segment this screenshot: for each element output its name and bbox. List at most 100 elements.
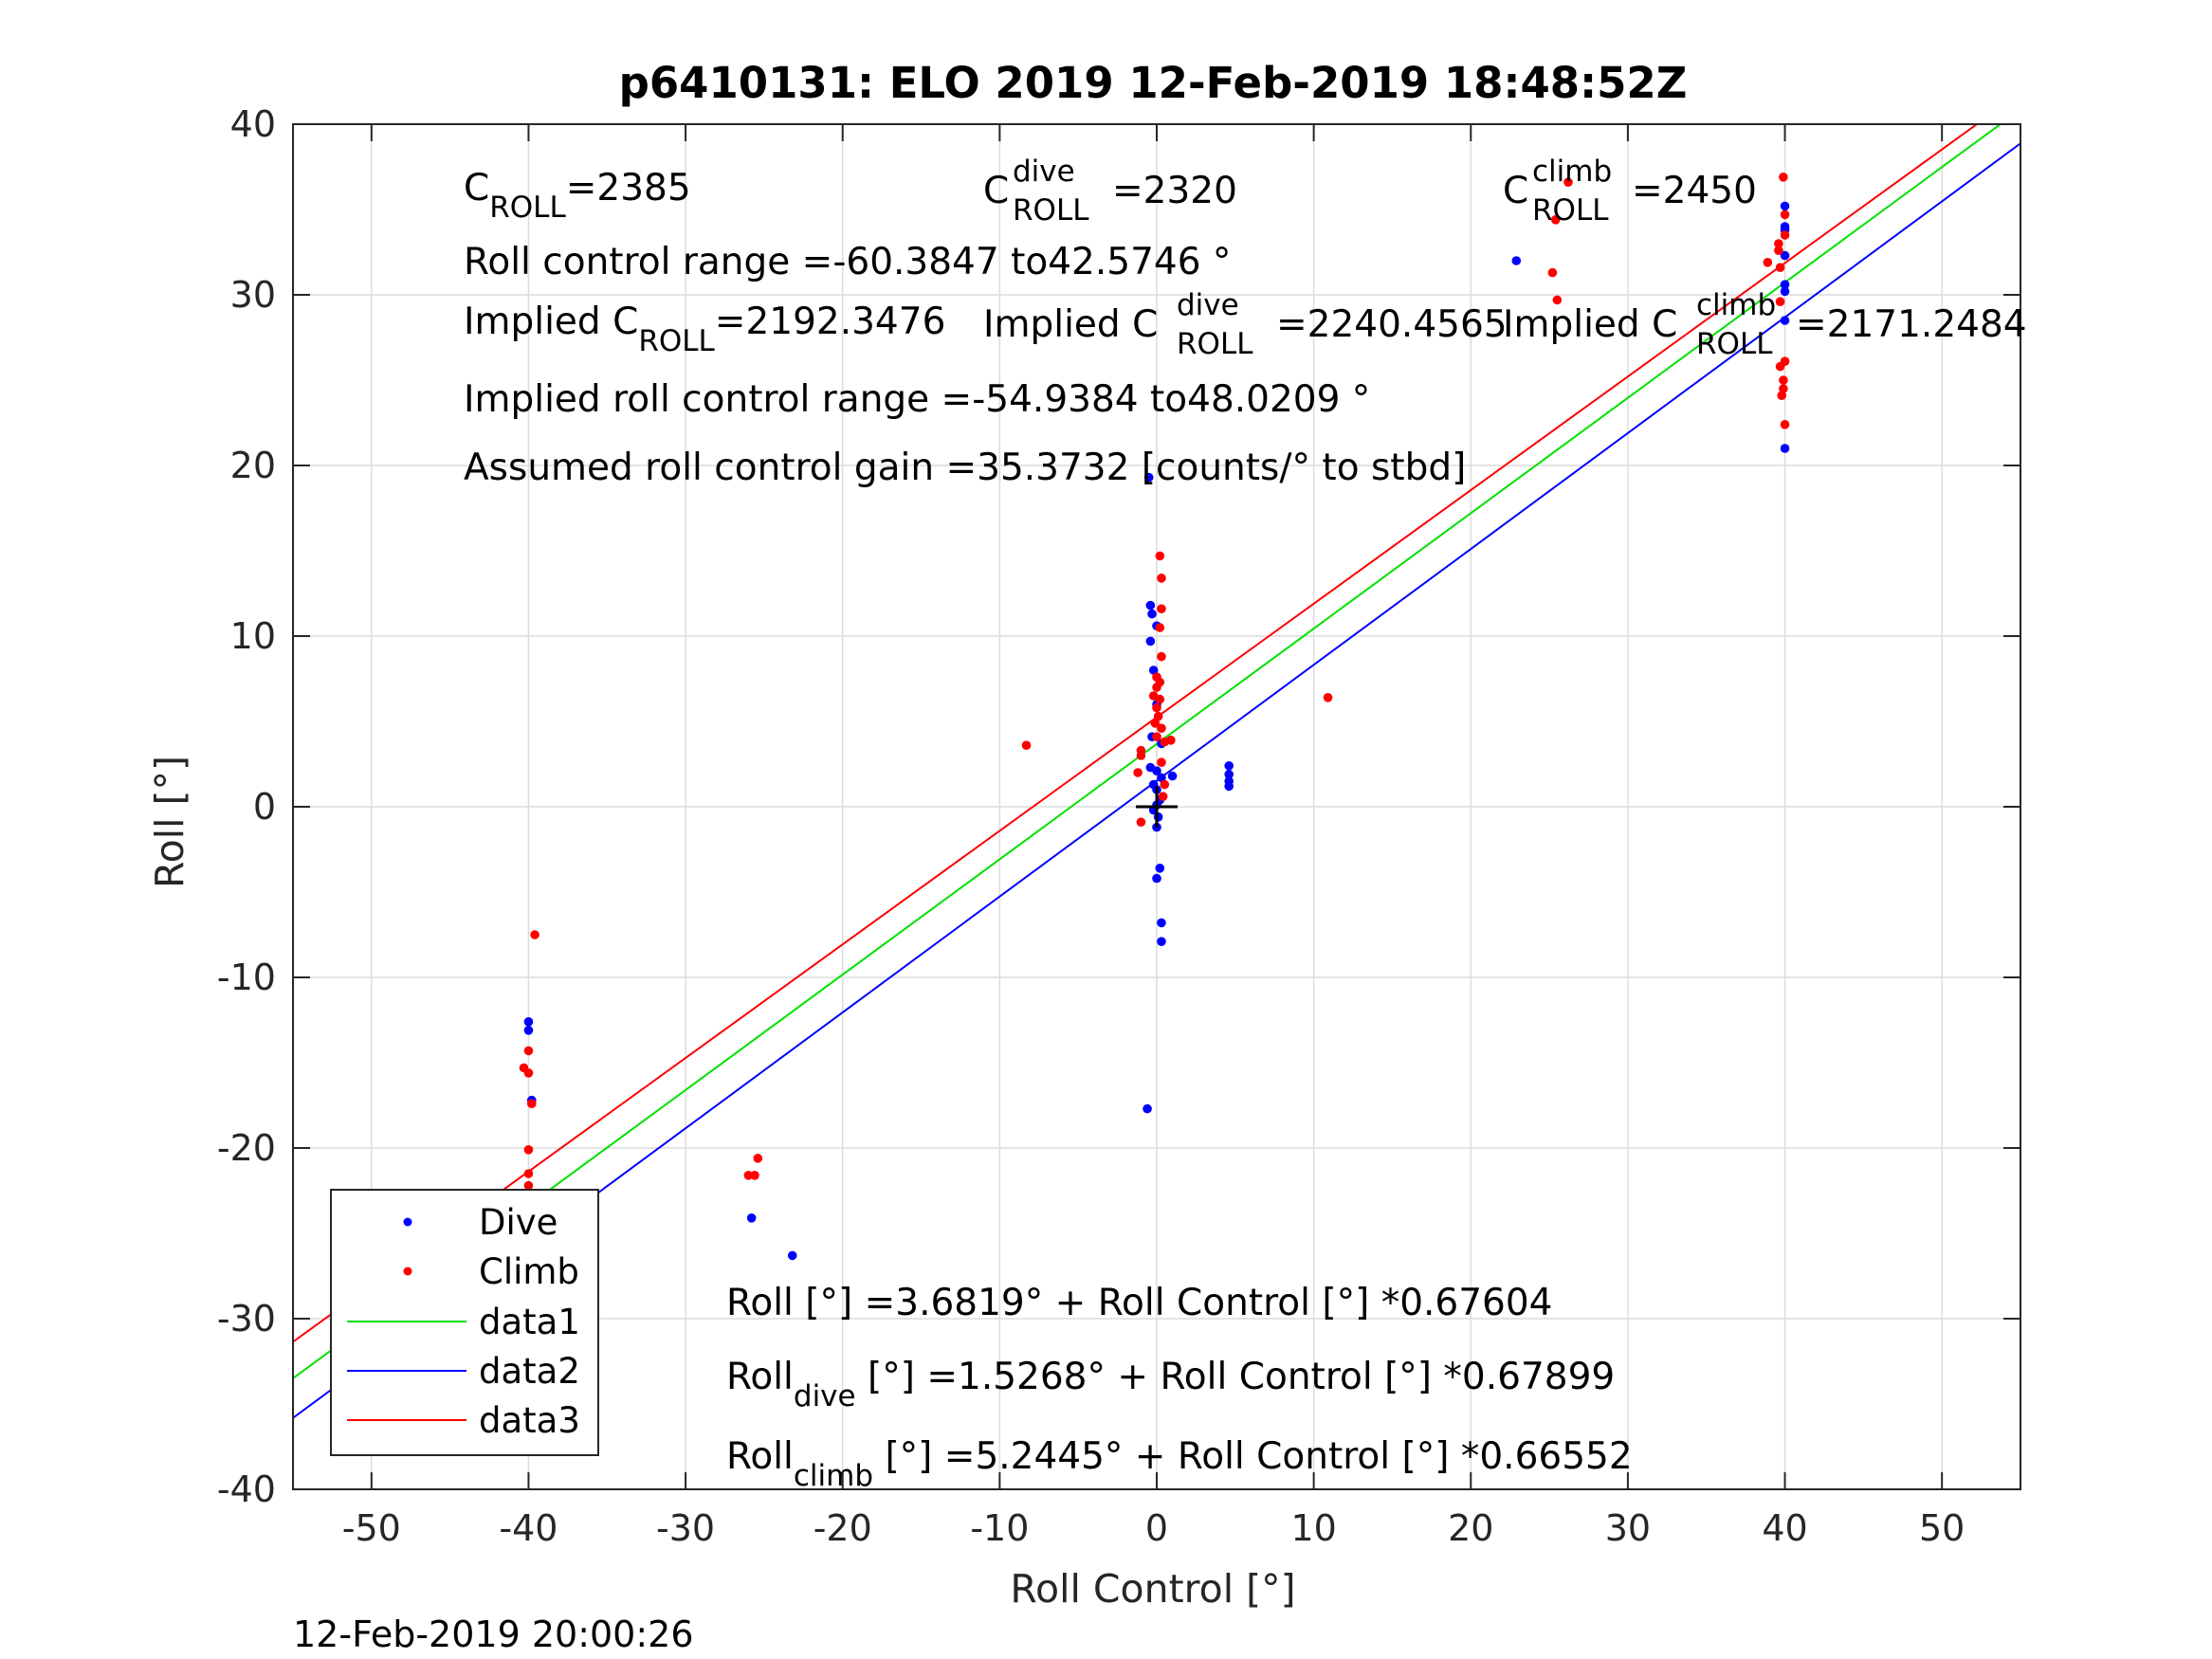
implied-c-roll-dive-value: =2240.4565 [1276,303,1508,346]
x-tick-label: 30 [1605,1507,1651,1549]
legend-climb-marker [403,1267,412,1276]
c-roll-climb-sub: ROLL [1532,193,1609,228]
dive-point [523,1017,534,1027]
climb-point [1763,258,1773,267]
dive-point [1511,256,1522,265]
x-tick-label: -20 [814,1507,872,1549]
climb-point [530,930,539,939]
climb-point [1323,693,1333,702]
dive-point [1152,873,1161,884]
climb-point [1150,719,1161,728]
y-tick-label: 10 [230,615,276,657]
implied-c-roll-dive-sup: dive [1177,288,1239,322]
climb-point [523,1068,534,1078]
legend-climb-label: Climb [479,1251,579,1292]
legend-data1-label: data1 [479,1302,580,1342]
chart-title: p6410131: ELO 2019 12-Feb-2019 18:48:52Z [619,58,1688,108]
implied-c-roll-climb-sup: climb [1696,288,1776,322]
climb-point [1779,384,1788,393]
y-tick-label: -40 [217,1468,276,1510]
climb-point [1775,297,1785,307]
climb-point [1780,230,1790,240]
y-tick-label: -30 [217,1298,276,1340]
fit-line-data1 [293,124,2002,1379]
origin-marker [1136,786,1178,828]
climb-point [1155,694,1165,704]
climb-point [1775,361,1785,372]
climb-point [523,1046,534,1056]
climb-point [1779,375,1788,385]
y-tick-label: 0 [253,786,276,828]
climb-point [753,1154,763,1163]
climb-point [1157,757,1166,767]
climb-point [1779,173,1788,182]
legend-data3-label: data3 [479,1400,580,1441]
x-tick-label: -50 [342,1507,401,1549]
climb-point [523,1180,534,1191]
c-roll-annotation: CROLL=2385 [464,167,691,225]
dive-point [1780,286,1790,297]
climb-point [1160,779,1170,790]
x-tick-label: -30 [656,1507,715,1549]
c-roll-dive-sup: dive [1013,155,1075,189]
legend-dive-label: Dive [479,1202,558,1243]
tick-labels: -50 -40 -30 -20 -10 0 10 20 30 40 50 -40 -30 -20 -10 0 1… [217,103,1965,1549]
dive-point [1143,1103,1152,1114]
climb-point [1155,623,1165,632]
dive-point [1152,766,1161,775]
roll-control-gain: Assumed roll control gain =35.3732 [coun… [464,447,1466,489]
dive-point [1143,472,1154,483]
dive-point [1157,773,1166,783]
dive-point [1780,250,1790,261]
climb-point [1547,267,1558,278]
climb-point [1133,768,1143,777]
fit-equation-all: Roll [°] =3.6819° + Roll Control [°] *0.… [726,1282,1552,1324]
plot-timestamp: 12-Feb-2019 20:00:26 [293,1613,694,1655]
climb-point [1152,732,1161,741]
climb-point [1153,711,1163,721]
implied-c-roll-dive-sub: ROLL [1177,327,1253,361]
climb-point [1552,295,1563,305]
dive-point [1145,636,1156,647]
climb-point [1157,651,1166,662]
y-tick-label: -10 [217,957,276,998]
climb-point [1774,246,1783,256]
y-tick-label: 40 [230,103,276,145]
legend: Dive Climb data1 data2 data3 [330,1189,599,1456]
climb-point [1136,751,1146,760]
c-roll-climb-sup: climb [1532,155,1612,189]
axis-ticks [293,123,2020,1490]
y-axis-label: Roll [°] [147,756,192,888]
implied-c-roll-climb-sub: ROLL [1696,327,1773,361]
dive-point [1780,444,1790,453]
dive-point [1224,781,1234,792]
climb-point [523,1169,534,1178]
dive-point [1148,665,1159,675]
dive-point [1145,600,1156,611]
c-roll-dive-annotation: C [983,170,1009,212]
x-tick-label: 0 [1145,1507,1168,1549]
climb-point [1166,736,1176,745]
climb-point [1780,210,1790,220]
c-roll-dive-value: =2320 [1112,170,1237,212]
climb-point [1152,702,1161,713]
dive-point [1147,609,1157,619]
legend-dive-marker [403,1217,412,1227]
x-tick-label: 20 [1448,1507,1493,1549]
c-roll-dive-sub: ROLL [1013,193,1089,228]
climb-point [1563,177,1573,187]
legend-data2-label: data2 [479,1351,580,1392]
dive-point [1780,316,1790,325]
climb-point [1550,215,1561,225]
y-tick-label: 30 [230,274,276,316]
annotations: CROLL=2385 C dive ROLL =2320 C climb ROL… [464,155,2027,1493]
climb-point [1780,420,1790,429]
climb-point [1774,239,1783,248]
c-roll-climb-value: =2450 [1632,170,1757,212]
climb-point [1136,817,1146,827]
climb-point [1021,740,1032,750]
dive-point [1780,280,1790,290]
x-tick-label: -10 [970,1507,1029,1549]
climb-point [1777,391,1787,401]
dive-point [1780,201,1790,211]
